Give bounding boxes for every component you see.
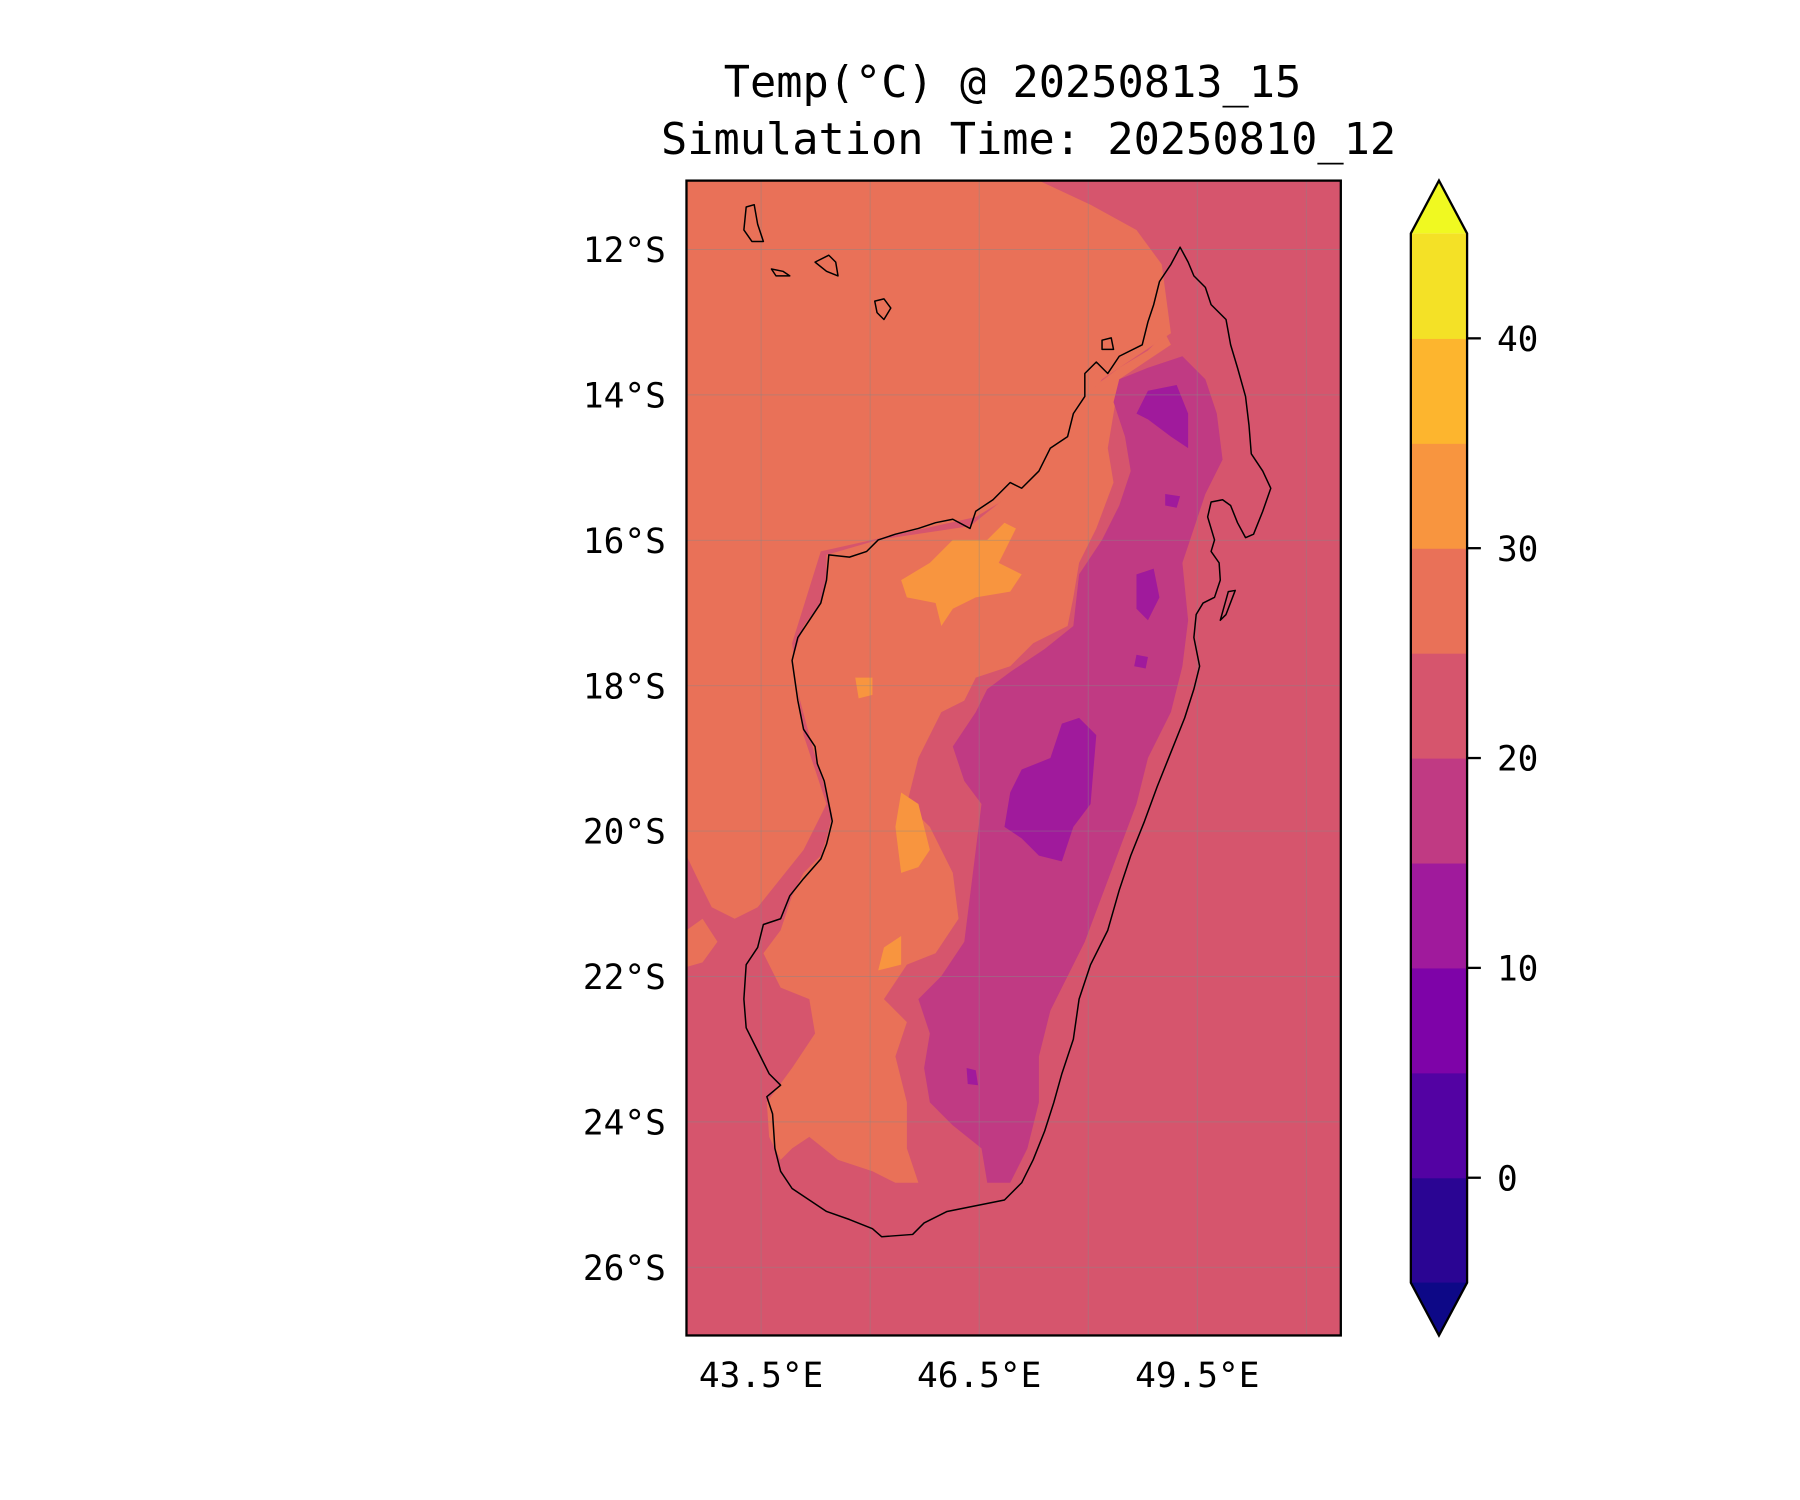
y-tick-label: 22°S	[583, 958, 666, 998]
sainte-marie-island	[1219, 589, 1236, 622]
x-tick-label: 46.5°E	[917, 1356, 1041, 1396]
colorbar-tick-label: 0	[1497, 1159, 1518, 1199]
colorbar-outline	[1409, 178, 1469, 1338]
chart-subtitle: Simulation Time: 20250810_12	[661, 115, 1396, 165]
colorbar-band	[1410, 443, 1468, 549]
y-axis: 12°S 14°S 16°S 18°S 20°S 22°S 24°S 26°S	[583, 231, 666, 1289]
colorbar-band	[1410, 653, 1468, 759]
map-frame	[685, 179, 1342, 1337]
contour-30-35-north	[901, 522, 1022, 627]
contour-10-15-small	[1165, 494, 1181, 508]
nosy-be-island	[1101, 337, 1115, 351]
y-tick-label: 18°S	[583, 667, 666, 707]
x-axis: 43.5°E 46.5°E 49.5°E	[699, 1356, 1260, 1396]
colorbar-tick-label: 20	[1497, 740, 1538, 780]
contour-10-15-east	[1136, 568, 1160, 621]
y-tick-label: 16°S	[583, 522, 666, 562]
colorbar-tick-label: 40	[1497, 320, 1538, 360]
mayotte-island	[873, 298, 892, 321]
contour-30-35-west	[855, 677, 873, 699]
y-tick-label: 26°S	[583, 1249, 666, 1289]
colorbar-band	[1410, 862, 1468, 969]
colorbar-band	[1410, 233, 1468, 339]
colorbar-tick-label: 10	[1497, 950, 1538, 990]
map-plot-area	[686, 180, 1341, 1336]
colorbar-tick-label: 30	[1497, 530, 1538, 570]
colorbar-band	[1410, 758, 1468, 864]
contour-30-35-south	[878, 935, 902, 971]
contour-10-15-south	[966, 1067, 979, 1086]
madagascar-coastline	[743, 246, 1272, 1238]
x-tick-label: 49.5°E	[1135, 1356, 1259, 1396]
colorbar: 0 10 20 30 40	[1409, 178, 1538, 1338]
colorbar-band	[1410, 967, 1468, 1074]
colorbar-band	[1410, 1072, 1468, 1179]
contour-10-15-north	[1136, 384, 1189, 449]
y-tick-label: 14°S	[583, 377, 666, 417]
colorbar-band	[1410, 1177, 1468, 1284]
contour-land-25-30	[763, 333, 1171, 1183]
contour-10-15-small2	[1134, 654, 1148, 669]
y-tick-label: 20°S	[583, 813, 666, 853]
colorbar-band	[1410, 338, 1468, 444]
moheli-island	[770, 268, 791, 277]
chart-title: Temp(°C) @ 20250813_15	[724, 58, 1302, 108]
contour-30-35-central	[895, 792, 930, 873]
colorbar-extend-over	[1410, 180, 1468, 234]
colorbar-band	[1410, 548, 1468, 654]
contour-10-15-central	[1004, 717, 1097, 862]
anjouan-island	[814, 254, 839, 277]
contour-ocean-25-30-sw	[686, 918, 718, 967]
y-tick-label: 12°S	[583, 231, 666, 271]
contour-ocean-25-30	[686, 180, 1171, 919]
gridlines	[686, 180, 1341, 1336]
grande-comore-island	[743, 203, 765, 243]
x-tick-label: 43.5°E	[699, 1356, 823, 1396]
colorbar-extend-under	[1410, 1282, 1468, 1336]
y-tick-label: 24°S	[583, 1104, 666, 1144]
